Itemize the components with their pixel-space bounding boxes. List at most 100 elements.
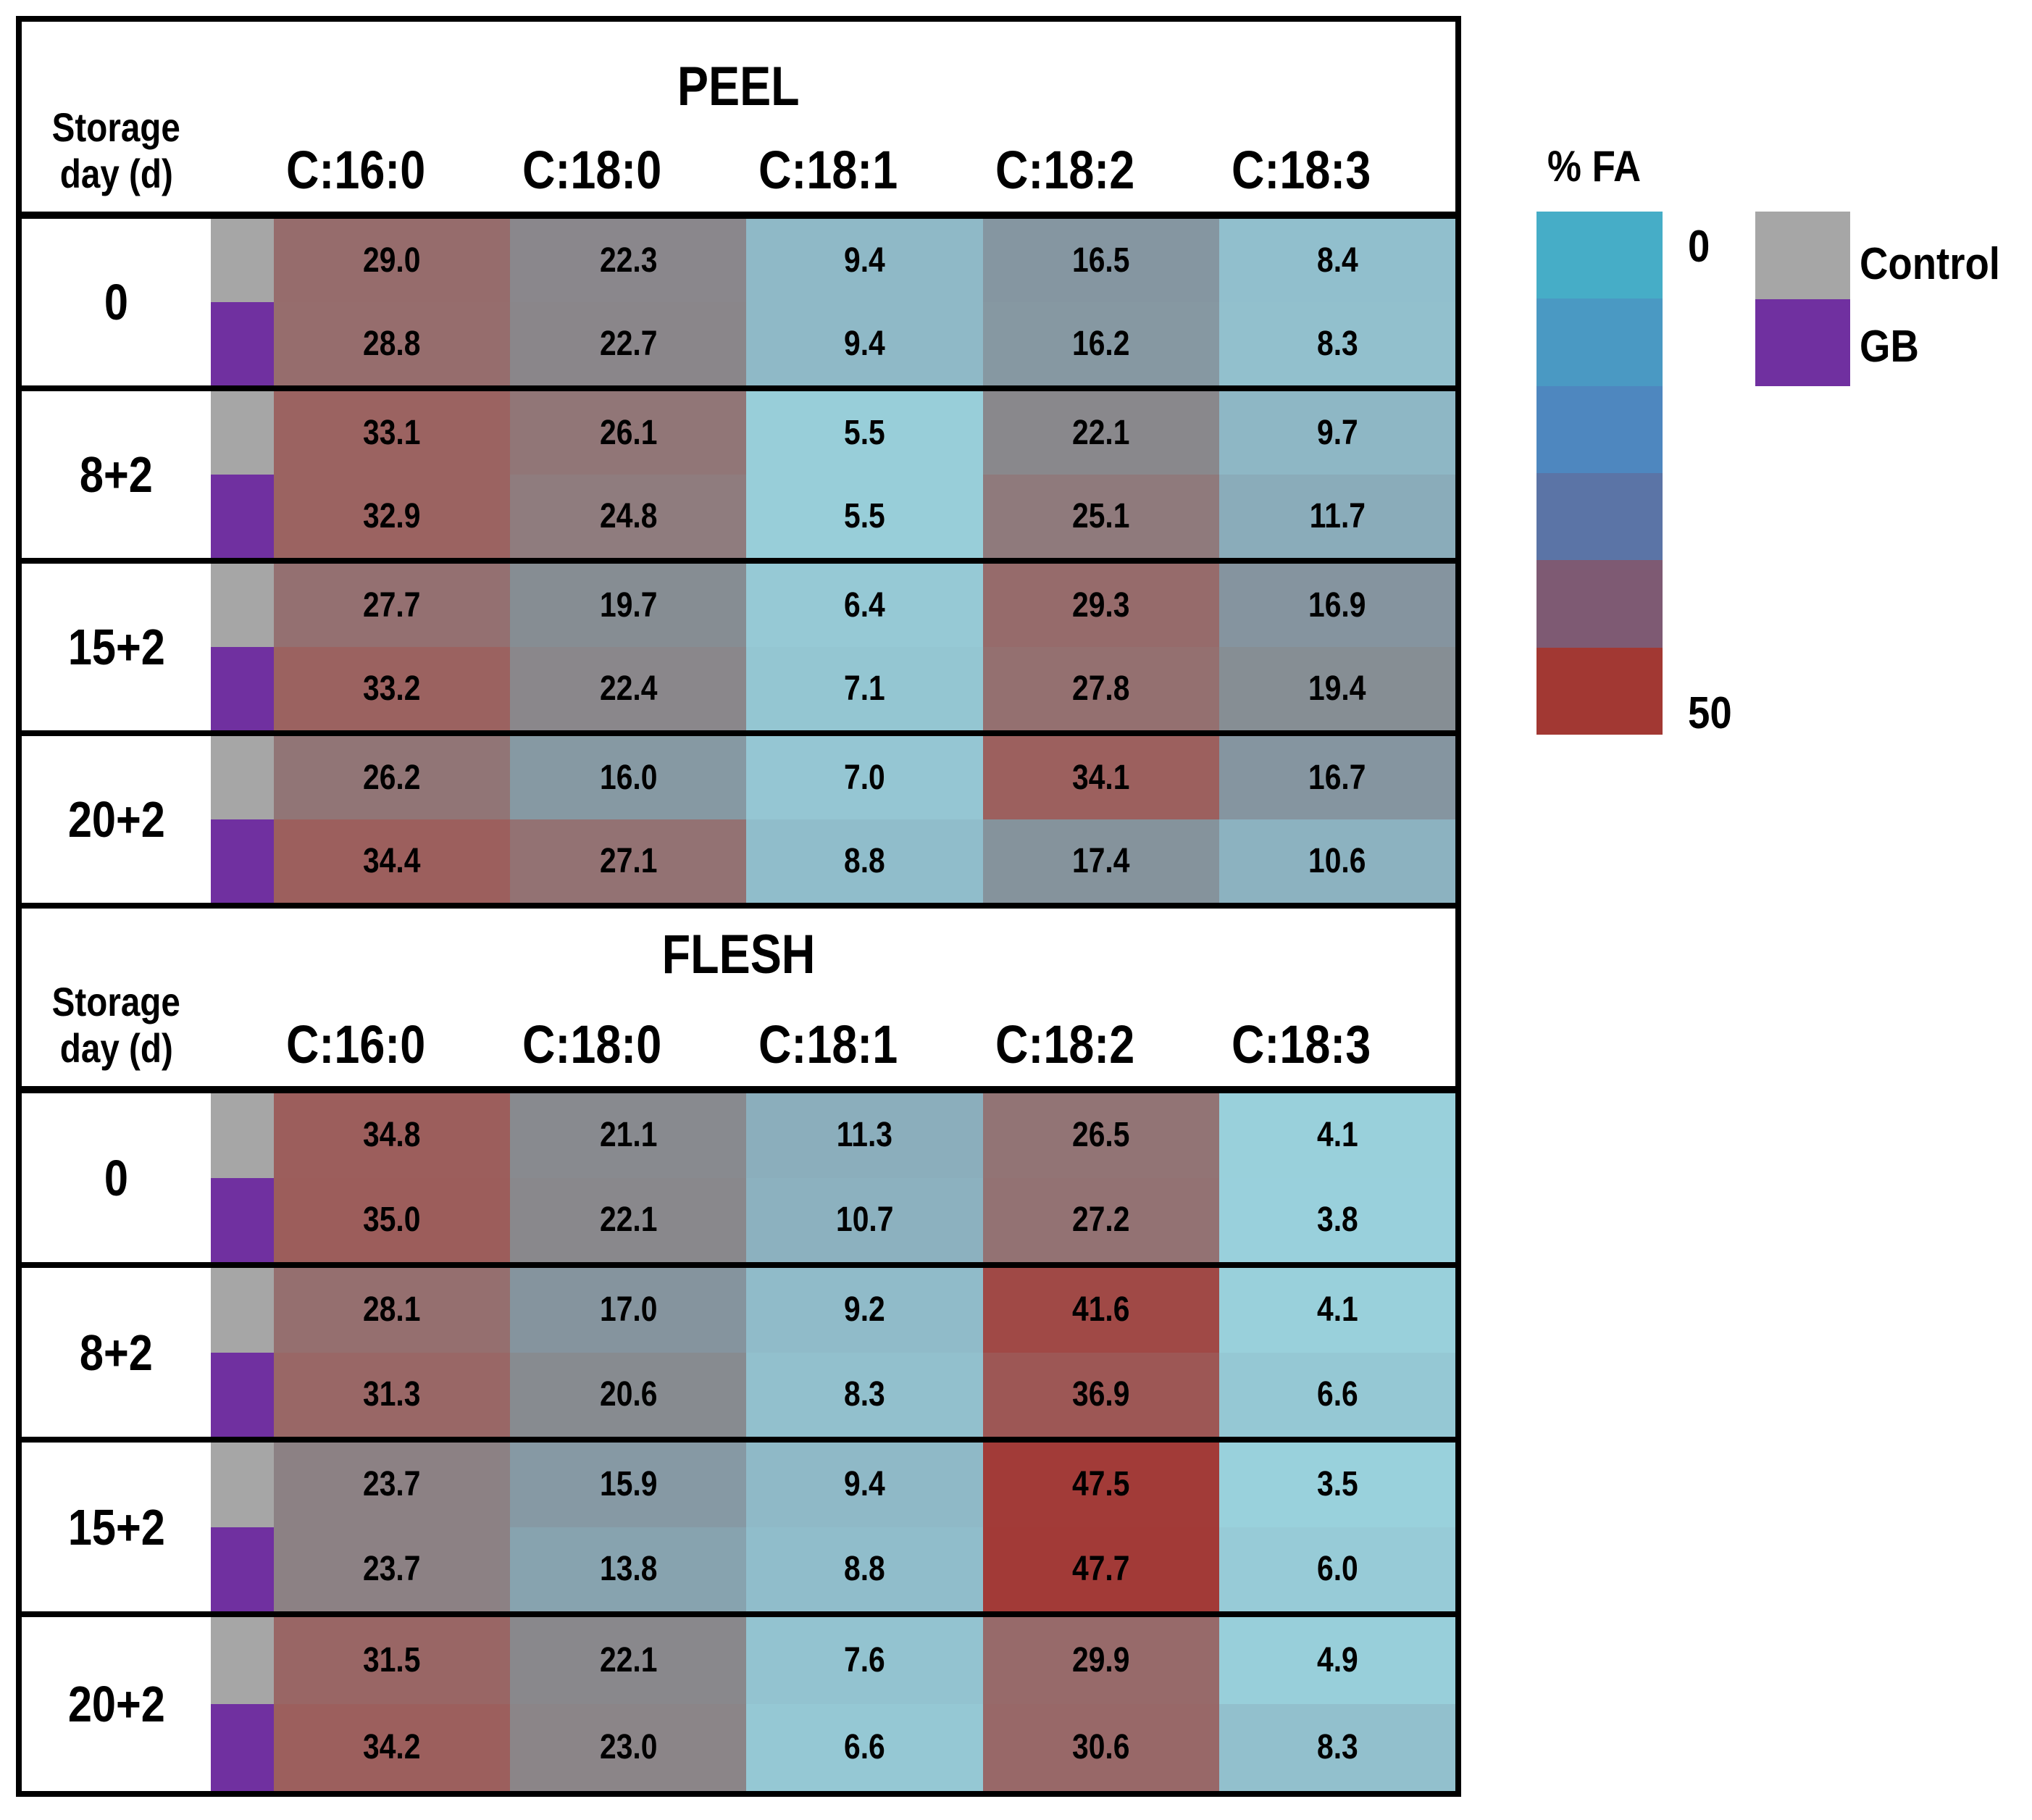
row-group-peel-0: 0 29.0 22.3 9.4 16.5 8.4 28.8 22.7 9.4 16.2 8.3 xyxy=(22,219,1455,391)
value-cell-flesh-0-gb-c-18-2: 27.2 xyxy=(982,1177,1219,1262)
value-cell-peel-8+2-control-c-16-0: 33.1 xyxy=(274,391,511,475)
row-label-0: 0 xyxy=(22,219,211,385)
text: 30.6 xyxy=(1071,1728,1130,1766)
control-label: Control xyxy=(1860,239,2000,289)
value-cell-flesh-20+2-control-c-18-1: 7.6 xyxy=(746,1617,983,1704)
text: 23.0 xyxy=(599,1728,657,1766)
column-header-c-18-1: C:18:1 xyxy=(710,1018,946,1072)
value-cell-peel-0-gb-c-16-0: 28.8 xyxy=(274,302,511,385)
text: 9.2 xyxy=(844,1290,885,1329)
row-label-8+2: 8+2 xyxy=(22,391,211,558)
colorbar-segment-4 xyxy=(1536,560,1663,648)
row-label-15+2: 15+2 xyxy=(22,1443,211,1611)
value-cell-flesh-20+2-gb-c-18-0: 23.0 xyxy=(510,1704,747,1791)
value-cell-peel-20+2-control-c-18-3: 16.7 xyxy=(1218,736,1455,819)
text: 8.3 xyxy=(844,1374,885,1414)
text: 34.4 xyxy=(363,841,421,880)
value-cell-flesh-0-control-c-18-2: 26.5 xyxy=(982,1093,1219,1178)
text: 26.1 xyxy=(599,413,657,452)
value-cell-peel-0-control-c-16-0: 29.0 xyxy=(274,219,511,302)
text: 33.2 xyxy=(363,669,421,708)
text: 9.4 xyxy=(844,1465,885,1504)
colorbar-segment-2 xyxy=(1536,385,1663,473)
text: 17.4 xyxy=(1071,841,1130,880)
text: 15+2 xyxy=(67,1498,165,1556)
control-band xyxy=(211,1617,274,1704)
row-header-line: Storage xyxy=(22,104,211,151)
text: C:18:2 xyxy=(995,140,1134,200)
value-cell-flesh-20+2-control-c-18-3: 4.9 xyxy=(1218,1617,1455,1704)
control-band xyxy=(211,1093,274,1178)
value-cell-peel-0-control-c-18-1: 9.4 xyxy=(746,219,983,302)
column-header-c-18-2: C:18:2 xyxy=(947,143,1183,197)
text: C:18:0 xyxy=(522,1014,662,1074)
value-cell-flesh-15+2-gb-c-18-2: 47.7 xyxy=(982,1527,1219,1611)
text: 29.9 xyxy=(1071,1641,1130,1679)
value-cell-peel-0-gb-c-18-2: 16.2 xyxy=(982,302,1219,385)
text: 5.5 xyxy=(844,496,885,535)
text: 0 xyxy=(104,274,129,330)
value-cell-flesh-15+2-control-c-18-0: 15.9 xyxy=(510,1443,747,1527)
text: 17.0 xyxy=(599,1290,657,1329)
value-cell-peel-8+2-control-c-18-0: 26.1 xyxy=(510,391,747,475)
value-cell-flesh-8+2-gb-c-16-0: 31.3 xyxy=(274,1352,511,1437)
value-cell-flesh-8+2-control-c-18-3: 4.1 xyxy=(1218,1268,1455,1353)
colorbar-segment-3 xyxy=(1536,472,1663,561)
row-label-15+2: 15+2 xyxy=(22,564,211,730)
value-cell-flesh-20+2-gb-c-16-0: 34.2 xyxy=(274,1704,511,1791)
value-cell-peel-15+2-control-c-18-2: 29.3 xyxy=(982,564,1219,647)
text: 20+2 xyxy=(67,1676,165,1732)
value-cell-peel-0-gb-c-18-1: 9.4 xyxy=(746,302,983,385)
row-header-line: Storage xyxy=(22,979,211,1025)
value-cell-flesh-0-gb-c-18-0: 22.1 xyxy=(510,1177,747,1262)
text: 23.7 xyxy=(363,1465,421,1504)
value-cell-peel-20+2-gb-c-18-2: 17.4 xyxy=(982,819,1219,903)
column-header-c-16-0: C:16:0 xyxy=(238,143,474,197)
row-header-storage-day: Storage day (d) xyxy=(22,104,211,197)
row-header-storage-day: Storage day (d) xyxy=(22,979,211,1072)
text: 35.0 xyxy=(363,1200,421,1239)
text: 22.4 xyxy=(599,669,657,708)
text: C:18:3 xyxy=(1231,140,1371,200)
value-cell-flesh-8+2-control-c-16-0: 28.1 xyxy=(274,1268,511,1353)
text: day (d) xyxy=(59,151,173,196)
text: C:18:1 xyxy=(758,1014,898,1074)
text: 19.7 xyxy=(599,585,657,625)
text: 36.9 xyxy=(1071,1374,1130,1414)
row-group-flesh-8+2: 8+2 28.1 17.0 9.2 41.6 4.1 31.3 20.6 8.3 36.9 6.6 xyxy=(22,1268,1455,1443)
text: 15.9 xyxy=(599,1465,657,1504)
value-cell-flesh-20+2-gb-c-18-2: 30.6 xyxy=(982,1704,1219,1791)
text: C:16:0 xyxy=(285,1014,426,1074)
column-header-c-18-3: C:18:3 xyxy=(1183,143,1419,197)
value-cell-flesh-15+2-control-c-18-3: 3.5 xyxy=(1218,1443,1455,1527)
row-label-20+2: 20+2 xyxy=(22,1617,211,1791)
value-cell-flesh-8+2-gb-c-18-1: 8.3 xyxy=(746,1352,983,1437)
value-cell-flesh-8+2-gb-c-18-0: 20.6 xyxy=(510,1352,747,1437)
text: 20.6 xyxy=(599,1374,657,1414)
value-cell-flesh-20+2-gb-c-18-1: 6.6 xyxy=(746,1704,983,1791)
value-cell-peel-8+2-gb-c-18-1: 5.5 xyxy=(746,475,983,558)
text: 8.4 xyxy=(1316,241,1358,280)
value-cell-peel-20+2-control-c-18-1: 7.0 xyxy=(746,736,983,819)
section-title-peel: PEEL xyxy=(22,59,1455,114)
text: 16.0 xyxy=(599,758,657,797)
text: 8+2 xyxy=(80,1324,153,1381)
control-band xyxy=(211,736,274,819)
text: 22.1 xyxy=(1071,413,1130,452)
text: day (d) xyxy=(59,1025,173,1071)
colorbar-min-label: 0 xyxy=(1688,222,1710,272)
gb-band xyxy=(211,1177,274,1262)
value-cell-peel-15+2-gb-c-18-2: 27.8 xyxy=(982,647,1219,730)
text: 10.7 xyxy=(835,1200,894,1239)
text: 15+2 xyxy=(67,619,165,675)
text: 31.3 xyxy=(363,1374,421,1414)
text: PEEL xyxy=(677,56,800,117)
text: 41.6 xyxy=(1071,1290,1130,1329)
column-header-c-18-0: C:18:0 xyxy=(474,143,710,197)
text: 4.1 xyxy=(1316,1116,1358,1155)
text: 16.9 xyxy=(1308,585,1366,625)
section-header-flesh: FLESH Storage day (d) C:16:0 C:18:0 C:18:1 C:1… xyxy=(22,909,1455,1093)
legend-title: % FA xyxy=(1547,145,1654,188)
value-cell-peel-8+2-gb-c-18-0: 24.8 xyxy=(510,475,747,558)
value-cell-peel-0-control-c-18-0: 22.3 xyxy=(510,219,747,302)
